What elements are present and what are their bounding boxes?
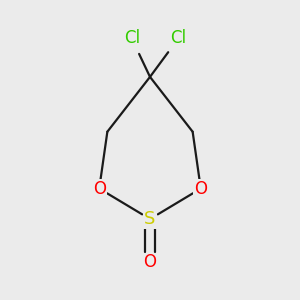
Text: S: S <box>144 210 156 228</box>
Text: Cl: Cl <box>124 29 140 47</box>
Text: Cl: Cl <box>170 29 187 47</box>
Text: O: O <box>143 253 157 271</box>
Text: O: O <box>194 180 207 198</box>
Text: O: O <box>93 180 106 198</box>
